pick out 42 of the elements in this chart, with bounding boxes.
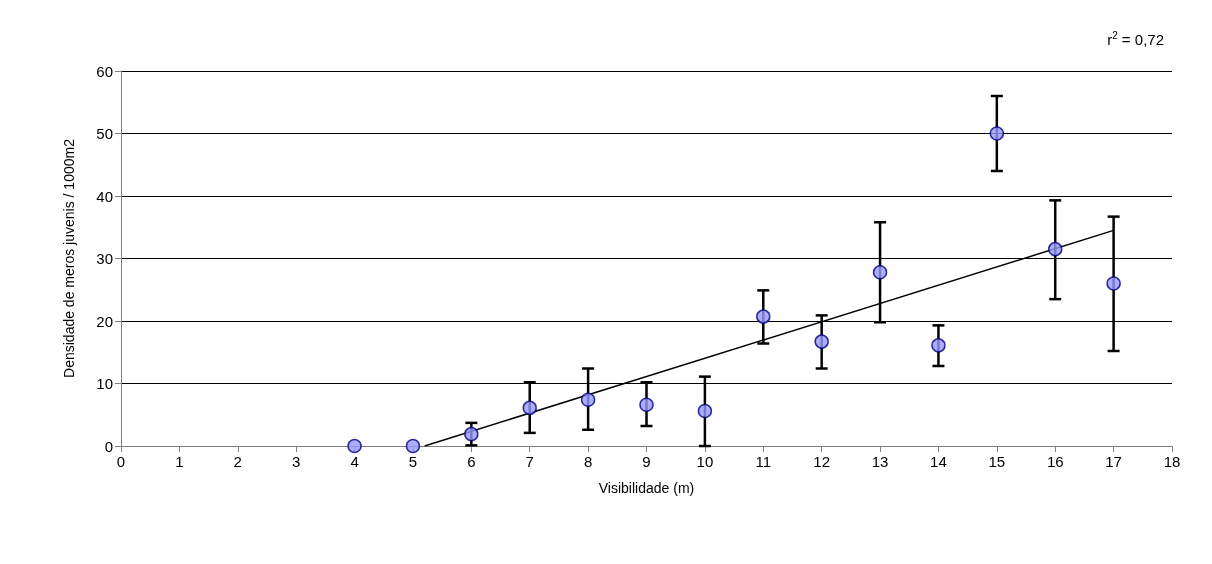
x-tick-label: 9 (642, 453, 651, 470)
y-tick-label: 50 (96, 125, 113, 142)
x-tick-label: 16 (1046, 453, 1064, 470)
x-tick-label: 5 (408, 453, 418, 470)
point (1106, 276, 1121, 291)
point (756, 309, 771, 324)
x-tick-label: 12 (813, 453, 831, 470)
y-tick-label: 0 (104, 437, 113, 455)
point (697, 403, 713, 419)
x-tick-label: 7 (525, 453, 534, 470)
x-tick-label: 1 (175, 453, 184, 470)
point (1047, 241, 1063, 257)
x-tick-label: 17 (1105, 453, 1122, 470)
y-tick-label: 60 (96, 62, 113, 80)
y-axis-title: Densidade de meros juvenis / 1000m2 (61, 138, 77, 378)
x-axis-title: Visibilidade (m) (598, 480, 695, 496)
x-tick-label: 3 (291, 453, 301, 470)
y-tick-label: 30 (96, 250, 113, 267)
point (639, 397, 654, 412)
x-tick-label: 11 (755, 453, 772, 470)
point (405, 438, 421, 454)
point (989, 126, 1005, 141)
y-tick-label: 20 (96, 312, 113, 330)
x-tick-label: 15 (988, 453, 1006, 470)
point (814, 334, 829, 349)
x-tick-label: 18 (1163, 453, 1181, 470)
x-tick-label: 0 (116, 453, 126, 470)
x-tick-label: 6 (467, 453, 476, 470)
point (464, 426, 479, 442)
x-tick-label: 2 (233, 453, 242, 470)
x-tick-label: 8 (583, 453, 593, 470)
point (347, 438, 362, 454)
point (522, 400, 537, 416)
point (931, 338, 946, 353)
y-tick-label: 10 (96, 375, 113, 392)
y-tick-label: 40 (96, 187, 113, 205)
x-tick-label: 10 (696, 453, 714, 470)
point (872, 265, 888, 280)
point (580, 392, 596, 407)
x-tick-label: 13 (871, 453, 889, 470)
x-tick-label: 4 (350, 453, 359, 470)
x-tick-label: 14 (930, 453, 947, 470)
